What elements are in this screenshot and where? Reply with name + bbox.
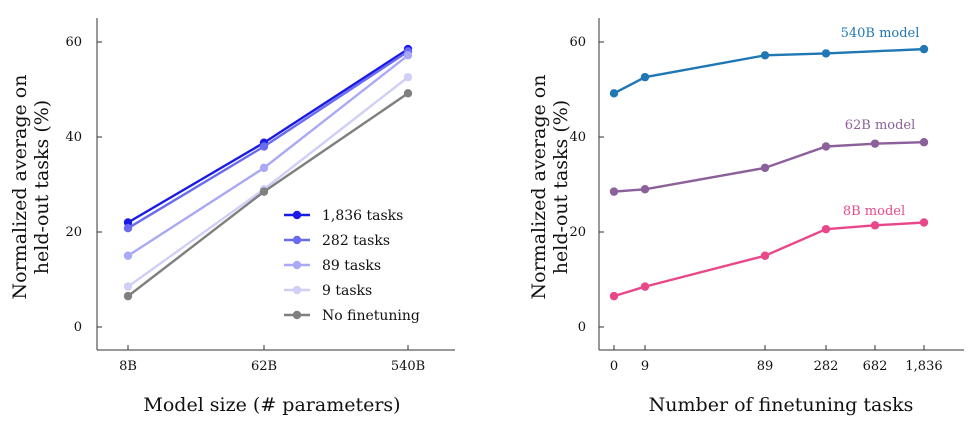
legend-label: No finetuning — [322, 308, 420, 324]
legend-label: 89 tasks — [322, 258, 381, 274]
right-point-8b-model — [760, 251, 770, 260]
left-series-no-finetuning — [123, 89, 413, 301]
right-series-62b-model — [609, 138, 929, 196]
left-line-1-836-tasks — [127, 48, 409, 224]
left-series-group — [123, 44, 413, 301]
left-point-89-tasks — [403, 51, 413, 60]
legend-swatch-marker — [292, 235, 302, 245]
right-point-62b-model — [870, 139, 880, 148]
left-y-tick-label: 60 — [65, 35, 82, 50]
legend-item-1-836-tasks: 1,836 tasks — [284, 208, 403, 224]
left-series-89-tasks — [123, 51, 413, 260]
left-x-ticks: 8B 62B 540B — [119, 345, 425, 374]
right-point-62b-model — [821, 142, 831, 151]
legend-label: 282 tasks — [322, 233, 390, 249]
left-point-89-tasks — [259, 163, 269, 173]
right-point-8b-model — [609, 291, 619, 301]
right-line-8b-model — [613, 221, 925, 298]
right-x-tick-label: 282 — [814, 359, 839, 374]
series-label-62b-model: 62B model — [845, 118, 916, 133]
legend-swatch-marker — [292, 285, 302, 295]
left-x-tick-label: 540B — [391, 359, 425, 374]
right-point-62b-model — [760, 163, 770, 173]
right-x-tick-label: 0 — [610, 359, 618, 374]
right-series-540b-model — [609, 44, 929, 98]
left-point-no-finetuning — [403, 89, 413, 98]
left-x-tick-label: 62B — [251, 359, 277, 374]
legend-item-89-tasks: 89 tasks — [284, 258, 381, 274]
left-point-89-tasks — [123, 251, 133, 260]
legend-swatch-marker — [292, 210, 302, 220]
left-line-89-tasks — [127, 54, 409, 257]
right-point-8b-model — [821, 224, 831, 234]
legend-swatch-marker — [292, 310, 302, 320]
series-label-8b-model: 8B model — [843, 204, 905, 219]
right-point-540b-model — [640, 72, 650, 82]
right-x-tick-label: 9 — [641, 359, 649, 374]
left-point-no-finetuning — [123, 291, 133, 301]
right-x-tick-label: 1,836 — [905, 359, 942, 374]
right-point-62b-model — [609, 187, 619, 196]
left-point-no-finetuning — [259, 187, 269, 196]
left-ylabel-line1: Normalized average on — [9, 75, 31, 300]
right-y-tick-label: 0 — [578, 320, 586, 335]
right-y-tick-label: 40 — [569, 130, 586, 145]
right-point-62b-model — [919, 138, 929, 147]
left-x-tick-label: 8B — [119, 359, 137, 374]
legend-label: 1,836 tasks — [322, 208, 403, 224]
series-label-540b-model: 540B model — [841, 26, 920, 41]
right-ylabel-line2: held-out tasks (%) — [550, 100, 572, 274]
right-point-8b-model — [919, 218, 929, 227]
legend-swatch-marker — [292, 260, 302, 270]
right-point-540b-model — [919, 44, 929, 54]
right-ylabel-line1: Normalized average on — [528, 75, 550, 300]
left-ylabel-line2: held-out tasks (%) — [31, 100, 53, 274]
right-point-8b-model — [870, 221, 880, 230]
left-point-9-tasks — [123, 282, 133, 291]
right-x-tick-label: 89 — [757, 359, 774, 374]
right-x-ticks: 0 9 89 282 682 1,836 — [610, 345, 943, 374]
legend-label: 9 tasks — [322, 283, 372, 299]
right-xlabel: Number of finetuning tasks — [649, 394, 914, 416]
right-line-62b-model — [613, 141, 925, 193]
left-y-axis-title: Normalized average on held-out tasks (%) — [9, 75, 53, 300]
right-point-540b-model — [609, 89, 619, 98]
left-point-282-tasks — [123, 224, 133, 233]
left-y-tick-label: 40 — [65, 130, 82, 145]
right-series-group: 540B model 62B model 8B model — [609, 26, 929, 301]
right-point-8b-model — [640, 282, 650, 291]
legend-item-9-tasks: 9 tasks — [284, 283, 372, 299]
right-x-tick-label: 682 — [863, 359, 888, 374]
right-series-8b-model — [609, 218, 929, 301]
right-y-axis-title: Normalized average on held-out tasks (%) — [528, 75, 572, 300]
left-y-tick-label: 20 — [65, 225, 82, 240]
legend-item-no-finetuning: No finetuning — [284, 308, 420, 324]
left-xlabel: Model size (# parameters) — [143, 394, 400, 416]
left-y-tick-label: 0 — [74, 320, 82, 335]
right-chart: Normalized average on held-out tasks (%)… — [528, 18, 964, 416]
left-y-ticks: 0 20 40 60 — [65, 35, 102, 335]
left-point-9-tasks — [403, 72, 413, 82]
left-line-9-tasks — [127, 76, 409, 288]
right-point-540b-model — [821, 49, 831, 58]
left-chart: Normalized average on held-out tasks (%)… — [9, 18, 455, 416]
left-series-1-836-tasks — [123, 44, 413, 227]
right-point-62b-model — [640, 185, 650, 194]
left-legend: 1,836 tasks 282 tasks 89 tasks 9 tasks No fi… — [284, 208, 420, 324]
left-point-282-tasks — [259, 142, 269, 151]
right-y-tick-label: 20 — [569, 225, 586, 240]
right-y-tick-label: 60 — [569, 35, 586, 50]
legend-item-282-tasks: 282 tasks — [284, 233, 390, 249]
right-y-ticks: 0 20 40 60 — [569, 35, 604, 335]
right-point-540b-model — [760, 51, 770, 60]
